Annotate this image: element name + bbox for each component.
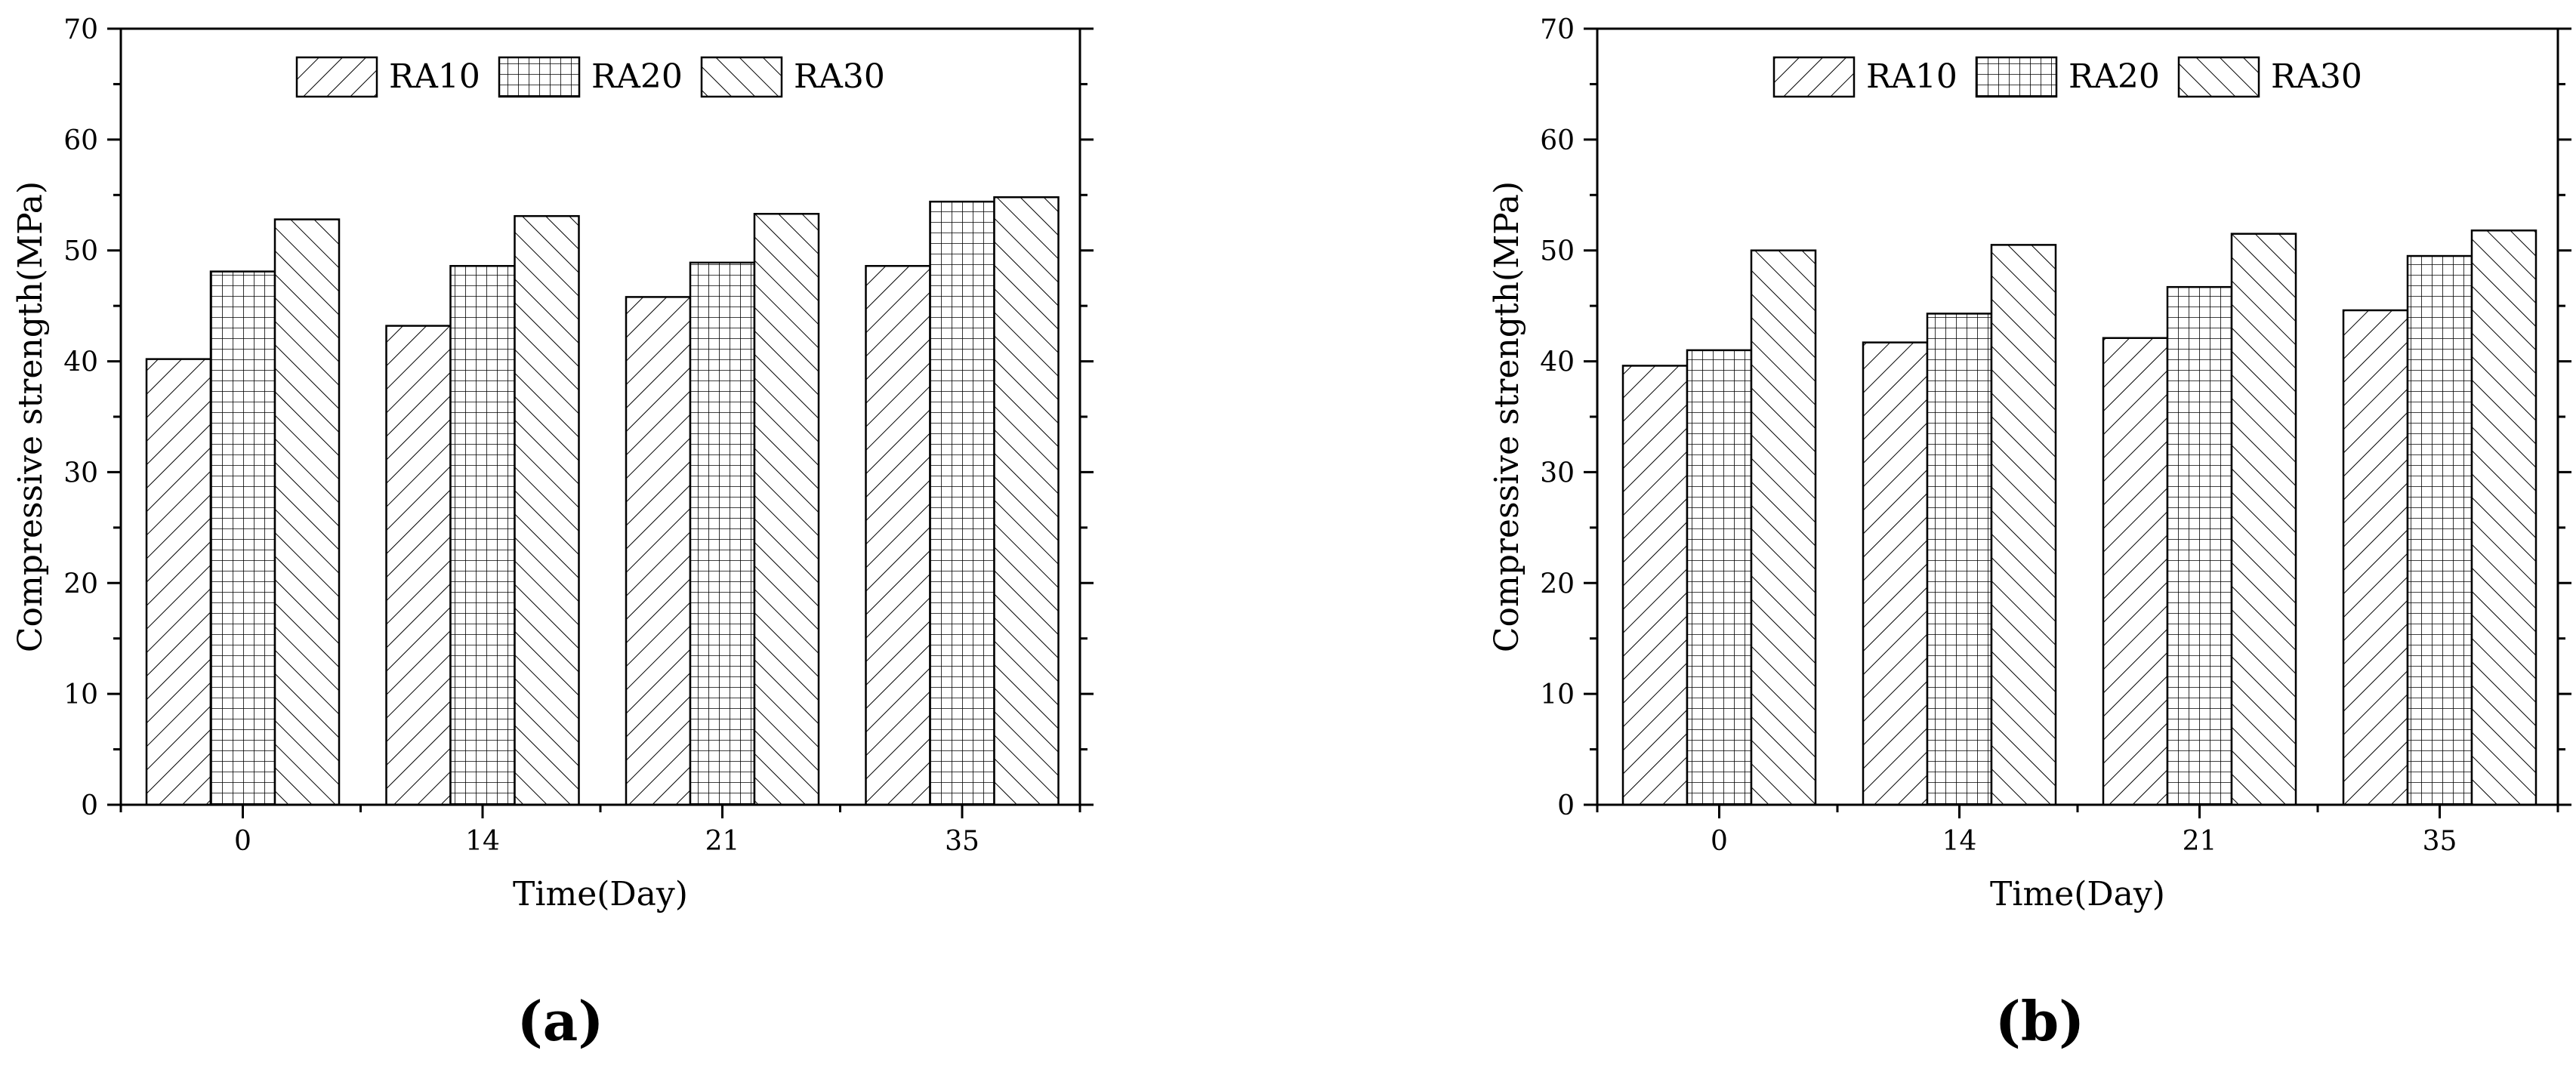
bar-ra10-day-21 (2102, 337, 2169, 806)
x-tick-label-35: 35 (2423, 826, 2457, 857)
y-tick-label: 0 (81, 790, 98, 821)
x-tick-label-21: 21 (705, 826, 740, 857)
bar-ra20-day-21 (689, 261, 756, 806)
legend-swatch-ra10 (295, 56, 378, 98)
x-tick-label-0: 0 (1711, 826, 1728, 857)
y-tick-label: 70 (63, 14, 98, 45)
y-tick-label: 40 (1540, 347, 1575, 378)
y-tick-label: 30 (63, 457, 98, 488)
bar-ra30-day-21 (2230, 233, 2297, 806)
bar-ra20-day-0 (1686, 349, 1753, 806)
bar-ra30-day-35 (993, 196, 1060, 806)
bar-ra10-day-35 (865, 265, 931, 806)
legend-swatch-ra20 (1975, 56, 2058, 98)
legend-label-ra30: RA30 (794, 57, 885, 96)
x-tick-label-21: 21 (2183, 826, 2217, 857)
y-tick-label: 20 (1540, 568, 1575, 599)
y-tick-label: 10 (63, 679, 98, 710)
legend: RA10 RA20 RA30 (295, 56, 885, 98)
bar-ra20-day-14 (449, 265, 516, 806)
legend-swatch-ra30 (2177, 56, 2260, 98)
bar-ra10-day-0 (145, 358, 212, 806)
y-tick-label: 50 (63, 236, 98, 267)
legend-swatch-ra10 (1772, 56, 1856, 98)
y-tick-label: 10 (1540, 679, 1575, 710)
legend-label-ra30: RA30 (2271, 57, 2362, 96)
legend-swatch-ra30 (700, 56, 783, 98)
panel-label: (b) (1995, 989, 2084, 1053)
panel-label: (a) (517, 989, 604, 1053)
y-tick-label: 40 (63, 347, 98, 378)
x-tick-label-35: 35 (945, 826, 979, 857)
y-tick-label: 30 (1540, 457, 1575, 488)
y-axis-title: Compressive strength(MPa) (1488, 181, 1526, 652)
y-tick-label: 70 (1540, 14, 1575, 45)
bar-ra30-day-14 (514, 214, 580, 806)
legend-label-ra10: RA10 (389, 57, 480, 96)
x-tick-label-14: 14 (1942, 826, 1977, 857)
y-tick-label: 0 (1557, 790, 1575, 821)
bar-ra10-day-0 (1621, 365, 1689, 806)
bar-ra20-day-35 (929, 200, 995, 806)
bar-ra30-day-14 (1990, 244, 2057, 806)
bar-ra30-day-0 (1750, 249, 1817, 806)
bar-ra10-day-14 (1862, 341, 1929, 806)
legend: RA10 RA20 RA30 (1772, 56, 2362, 98)
y-tick-label: 60 (63, 125, 98, 156)
bar-ra10-day-21 (625, 296, 692, 806)
chart-panel-b: 0 10 20 30 40 50 60 70 0 14 21 35 Time(Day) Compressi… (1488, 14, 2571, 1053)
bar-ra20-day-35 (2406, 254, 2473, 806)
bar-ra20-day-0 (209, 270, 276, 806)
x-tick-label-14: 14 (465, 826, 500, 857)
bar-ra20-day-14 (1926, 313, 1993, 806)
x-tick-label-0: 0 (234, 826, 251, 857)
legend-label-ra20: RA20 (591, 57, 683, 96)
bar-ra10-day-14 (385, 325, 452, 806)
legend-label-ra10: RA10 (1866, 57, 1957, 96)
legend-swatch-ra20 (498, 56, 581, 98)
chart-panel-a: 0 10 20 30 40 50 60 70 0 14 21 35 Time(Day) Compressi… (11, 14, 1094, 1053)
x-axis-title: Time(Day) (513, 875, 688, 913)
y-tick-label: 50 (1540, 236, 1575, 267)
bar-ra20-day-21 (2166, 285, 2233, 806)
y-axis-title: Compressive strength(MPa) (11, 181, 50, 652)
y-tick-label: 20 (63, 568, 98, 599)
legend-label-ra20: RA20 (2069, 57, 2160, 96)
bar-ra30-day-35 (2470, 230, 2537, 806)
bar-ra30-day-21 (753, 213, 820, 806)
x-axis-title: Time(Day) (1990, 875, 2165, 913)
bar-ra30-day-0 (273, 218, 341, 806)
bar-ra10-day-35 (2342, 309, 2409, 806)
y-tick-label: 60 (1540, 125, 1575, 156)
